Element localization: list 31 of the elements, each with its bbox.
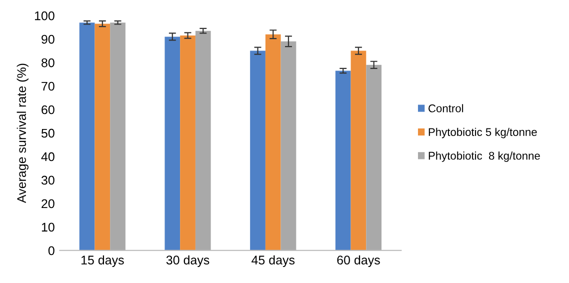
bar xyxy=(195,30,211,250)
y-tick-label: 90 xyxy=(42,34,54,44)
y-tick-label: 20 xyxy=(42,199,54,208)
x-tick-label: 30 days xyxy=(166,255,210,267)
y-tick-label: 10 xyxy=(42,222,54,232)
bar xyxy=(335,70,351,250)
bar xyxy=(366,64,382,250)
x-tick-label: 45 days xyxy=(252,255,295,267)
bar xyxy=(94,24,110,250)
x-tick-label: 60 days xyxy=(337,255,380,267)
y-tick-label: 40 xyxy=(41,152,54,162)
legend-label: Phytobiotic 5 kg/tonne xyxy=(428,128,537,138)
legend-label: Control xyxy=(428,104,464,112)
legend-label: Phytobiotic 8 kg/tonne xyxy=(428,152,540,162)
bar xyxy=(164,36,180,250)
y-tick-label: 0 xyxy=(48,246,54,256)
bar xyxy=(280,41,296,250)
y-tick-label: 70 xyxy=(42,82,54,91)
bar xyxy=(250,50,266,250)
bar xyxy=(79,22,95,250)
bar xyxy=(110,22,126,250)
bar xyxy=(180,36,196,250)
bar xyxy=(350,50,366,250)
y-tick-label: 50 xyxy=(41,128,54,138)
bar xyxy=(265,34,281,250)
y-tick-label: 30 xyxy=(41,176,54,185)
y-axis-title: Average survival rate (%) xyxy=(16,64,28,204)
y-tick-label: 100 xyxy=(34,11,54,20)
y-tick-label: 60 xyxy=(42,105,54,114)
y-tick-label: 80 xyxy=(42,58,54,68)
x-tick-label: 15 days xyxy=(81,255,124,267)
